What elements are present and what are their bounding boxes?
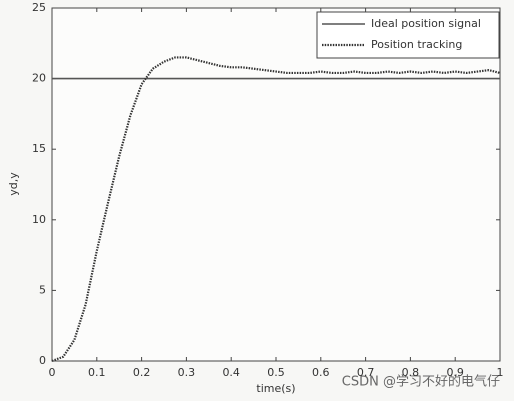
x-tick-label: 0.3 <box>178 366 196 379</box>
y-tick-label: 0 <box>39 354 46 367</box>
y-axis-label: yd,y <box>7 172 20 196</box>
x-tick-label: 0.6 <box>312 366 330 379</box>
legend-box <box>316 11 500 59</box>
legend-label: Ideal position signal <box>371 17 481 30</box>
y-tick-label: 25 <box>32 1 46 14</box>
x-tick-label: 0.2 <box>133 366 151 379</box>
x-tick-label: 0.7 <box>357 366 375 379</box>
x-tick-label: 0.4 <box>222 366 240 379</box>
x-tick-label: 0.1 <box>88 366 106 379</box>
plot-frame <box>51 7 501 362</box>
x-tick-label: 0.8 <box>402 366 420 379</box>
x-tick-label: 0 <box>49 366 56 379</box>
x-tick-label: 0.5 <box>267 366 285 379</box>
y-tick-label: 15 <box>32 142 46 155</box>
series-line <box>51 56 501 363</box>
x-tick-label: 1 <box>497 366 504 379</box>
legend-label: Position tracking <box>371 38 462 51</box>
y-tick-label: 20 <box>32 72 46 85</box>
y-tick-label: 10 <box>32 213 46 226</box>
watermark: CSDN @学习不好的电气仔 <box>342 374 500 390</box>
x-axis-label: time(s) <box>256 382 295 395</box>
x-tick-label: 0.9 <box>446 366 464 379</box>
y-tick-label: 5 <box>39 283 46 296</box>
